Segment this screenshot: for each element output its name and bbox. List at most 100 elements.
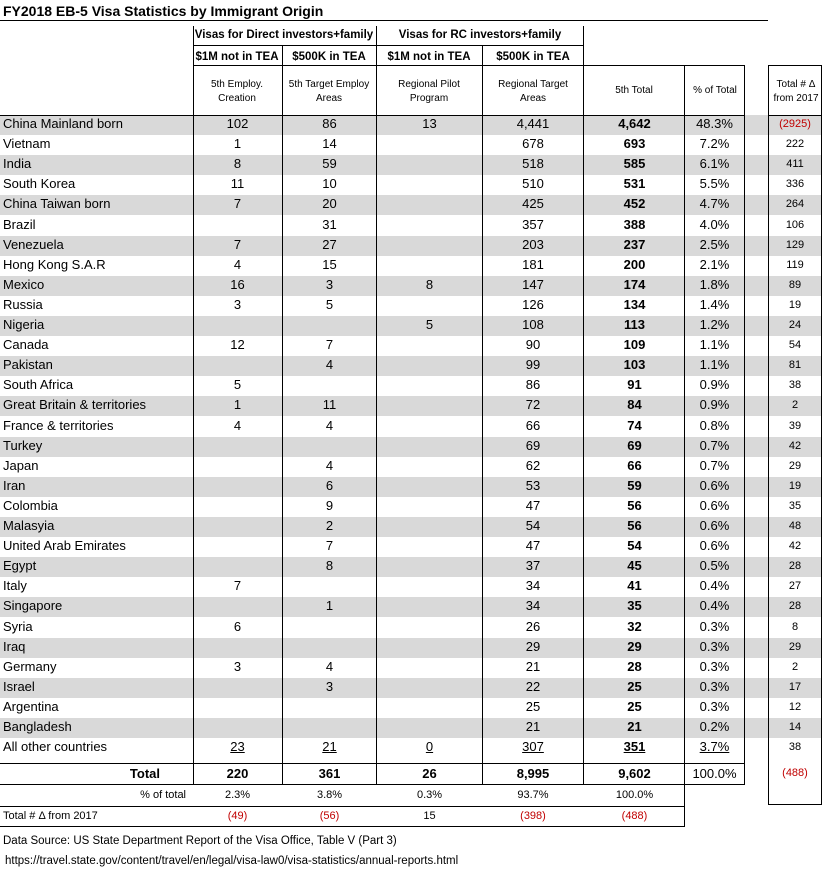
cell-c2: 86	[322, 116, 337, 131]
cell-total: 41	[627, 578, 642, 594]
table-row: Bangladesh 21 21 0.2%	[0, 718, 768, 739]
country-name: China Taiwan born	[3, 196, 111, 212]
cell-c2: 11	[322, 397, 337, 413]
table-row: Singapore 1 34 35 0.4%	[0, 597, 768, 618]
cell-c1: 1	[233, 397, 242, 413]
cell-pct: 0.3%	[699, 638, 730, 654]
cell-c4: 21	[525, 719, 541, 734]
country-name: South Korea	[3, 176, 76, 192]
totals-c4: 8,995	[516, 766, 550, 781]
colhead-pct-total: % of Total	[693, 85, 737, 96]
cell-total: 134	[623, 296, 646, 312]
table-row: Venezuela 7 27 203 237 2.5%	[0, 235, 768, 256]
grid-line	[768, 804, 822, 805]
group-direct-header: Visas for Direct investors+family	[194, 29, 374, 41]
cell-pct: 0.9%	[699, 397, 730, 413]
delta-value: 81	[788, 359, 802, 372]
country-name: France & territories	[3, 417, 114, 433]
table-row: Mexico 16 3 8 147 174 1.8%	[0, 275, 768, 296]
cell-pct: 0.8%	[699, 417, 730, 433]
country-name: Colombia	[3, 497, 58, 513]
cell-pct: 0.7%	[699, 457, 730, 473]
cell-pct: 0.3%	[699, 678, 730, 694]
cell-c1: 102	[226, 116, 249, 131]
table-row: Argentina 25 25 0.3%	[0, 698, 768, 718]
delta-row: 28	[769, 597, 821, 618]
cell-total: 56	[627, 497, 642, 513]
delta-row: 8	[769, 618, 821, 638]
country-name: Israel	[3, 678, 35, 694]
cell-c4: 203	[522, 236, 544, 252]
pct-total-label: % of total	[140, 789, 186, 801]
cell-c4: 22	[525, 678, 541, 694]
delta-row: 2	[769, 658, 821, 678]
table-row: Canada 12 7 90 109 1.1%	[0, 336, 768, 356]
delta-value: 2	[791, 399, 799, 412]
subhead-direct-500k: $500K in TEA	[292, 51, 366, 63]
cell-c1: 5	[233, 377, 242, 393]
cell-total: 388	[623, 216, 646, 232]
country-name: Canada	[3, 337, 49, 353]
cell-pct: 1.4%	[699, 296, 730, 312]
cell-c4: 69	[525, 437, 541, 453]
table-row: Iran 6 53 59 0.6%	[0, 476, 768, 497]
cell-c2: 14	[322, 136, 337, 152]
grid-line	[768, 115, 822, 116]
country-name: Turkey	[3, 437, 43, 453]
cell-c1: 11	[230, 176, 245, 192]
cell-c4: 86	[525, 377, 541, 393]
cell-c4: 307	[522, 739, 544, 755]
cell-c4: 510	[522, 176, 544, 192]
cell-c2: 20	[322, 196, 337, 212]
delta-row: 39	[769, 417, 821, 437]
subhead-rc-1m: $1M not in TEA	[387, 51, 471, 63]
cell-pct: 0.4%	[699, 598, 730, 614]
cell-c2: 3	[325, 678, 334, 694]
colhead-line: 5th Employ.	[210, 79, 264, 90]
cell-c4: 126	[522, 296, 544, 312]
cell-c4: 99	[525, 357, 541, 373]
delta-value: 2	[791, 660, 799, 673]
cell-c4: 518	[522, 156, 544, 172]
cell-c4: 54	[525, 518, 541, 533]
cell-c4: 53	[525, 477, 541, 493]
page-title: FY2018 EB-5 Visa Statistics by Immigrant…	[3, 3, 324, 19]
grid-line	[684, 65, 685, 826]
cell-pct: 0.3%	[699, 698, 730, 714]
cell-c4: 21	[525, 658, 541, 674]
cell-total: 113	[624, 317, 645, 332]
colhead-employ-creation: 5th Employ. Creation	[193, 78, 281, 106]
totals-pct: 100.0%	[692, 766, 737, 781]
delta-value: 14	[788, 721, 802, 733]
country-name: Germany	[3, 658, 57, 674]
cell-c2: 7	[325, 538, 334, 554]
pct-total-c2: 3.8%	[316, 789, 343, 801]
delta-row: 222	[769, 135, 821, 155]
cell-c2: 4	[325, 357, 334, 373]
delta-value: 42	[788, 540, 802, 553]
cell-pct: 0.6%	[699, 518, 730, 533]
delta-row: 29	[769, 457, 821, 477]
cell-c1: 7	[233, 578, 242, 594]
table-row: Brazil 31 357 388 4.0%	[0, 216, 768, 236]
source-url[interactable]: https://travel.state.gov/content/travel/…	[5, 855, 459, 867]
colhead-line: Program	[409, 93, 449, 104]
grid-line	[768, 65, 822, 66]
cell-pct: 3.7%	[699, 739, 730, 755]
country-name: Argentina	[3, 698, 59, 714]
delta-value: 19	[788, 298, 802, 311]
cell-total: 585	[623, 156, 646, 172]
cell-pct: 2.1%	[699, 256, 730, 272]
cell-total: 351	[623, 739, 646, 755]
cell-pct: 0.4%	[699, 578, 730, 594]
cell-c4: 4,441	[516, 116, 550, 131]
delta-row: 89	[769, 275, 821, 296]
cell-total: 29	[627, 638, 642, 654]
delta-value: 38	[788, 379, 802, 392]
cell-c3: 0	[425, 739, 434, 755]
cell-pct: 4.7%	[699, 196, 730, 212]
colhead-line: Regional Target	[498, 79, 568, 90]
cell-pct: 0.6%	[699, 477, 730, 493]
cell-c2: 10	[322, 176, 337, 192]
pct-total-row: % of total 2.3% 3.8% 0.3% 93.7% 100.0%	[0, 786, 768, 806]
